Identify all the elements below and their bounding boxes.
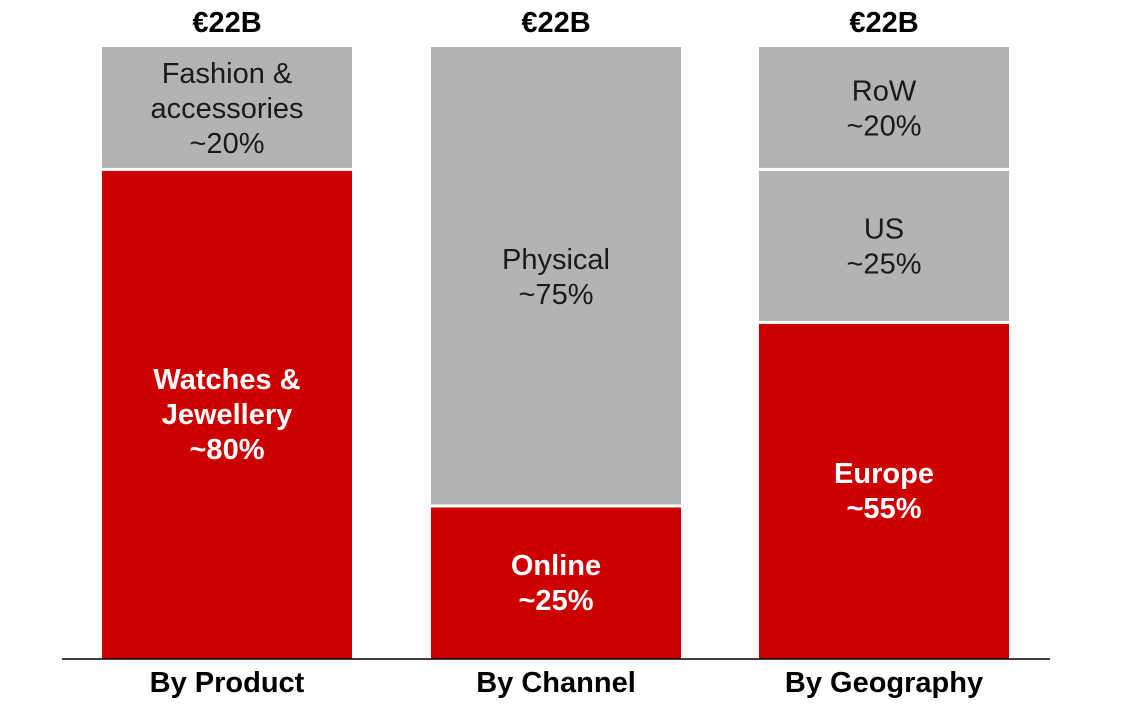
- category-label-by-geography: By Geography: [785, 667, 983, 699]
- bar-segment-by-geography-0: [759, 323, 1009, 659]
- bar-segment-by-product-1: [102, 47, 352, 168]
- total-label-by-product: €22B: [192, 7, 261, 39]
- total-label-by-channel: €22B: [521, 7, 590, 39]
- segment-label-by-product-0-line-2: ~80%: [190, 434, 265, 466]
- segment-label-by-product-0-line-0: Watches &: [153, 364, 300, 396]
- segment-label-by-product-1-line-2: ~20%: [190, 128, 265, 160]
- total-label-by-geography: €22B: [849, 7, 918, 39]
- bar-segment-by-geography-1: [759, 170, 1009, 321]
- segment-label-by-product-1-line-0: Fashion &: [162, 58, 293, 90]
- segment-label-by-channel-0-line-1: ~25%: [519, 585, 594, 617]
- segment-label-by-channel-1-line-0: Physical: [502, 244, 610, 276]
- segment-label-by-channel-1-line-1: ~75%: [519, 279, 594, 311]
- bar-segment-by-channel-0: [431, 507, 681, 659]
- segment-label-by-channel-0-line-0: Online: [511, 550, 601, 582]
- segment-label-by-geography-2-line-0: RoW: [852, 76, 917, 108]
- segment-label-by-geography-1-line-1: ~25%: [847, 248, 922, 280]
- bar-segment-by-channel-1: [431, 47, 681, 505]
- category-label-by-product: By Product: [150, 667, 305, 699]
- category-label-by-channel: By Channel: [476, 667, 636, 699]
- segment-label-by-geography-0-line-0: Europe: [834, 458, 934, 490]
- labels-layer: Watches &Jewellery~80% Fashion &accessori…: [150, 7, 983, 699]
- bars-layer: [102, 47, 1009, 659]
- segment-label-by-geography-2-line-1: ~20%: [847, 111, 922, 143]
- segment-label-by-geography-0-line-1: ~55%: [847, 493, 922, 525]
- bar-segment-by-geography-2: [759, 47, 1009, 168]
- segment-label-by-geography-1-line-0: US: [864, 213, 904, 245]
- bar-segment-by-product-0: [102, 170, 352, 659]
- segment-label-by-product-1-line-1: accessories: [150, 93, 303, 125]
- segment-label-by-product-0-line-1: Jewellery: [162, 399, 293, 431]
